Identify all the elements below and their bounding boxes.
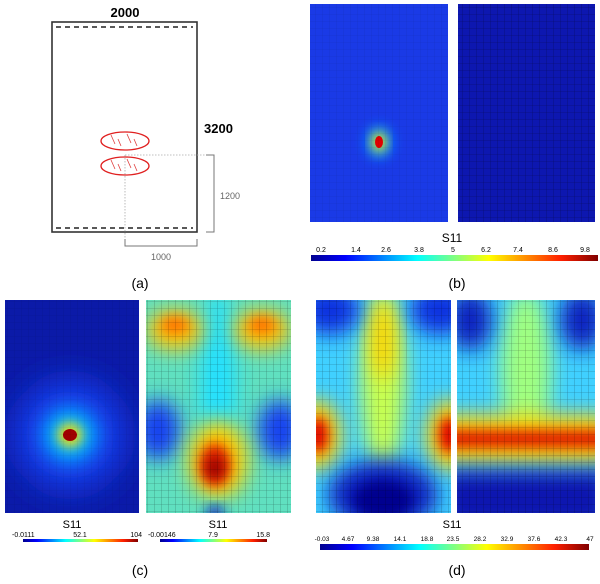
colorbar-b	[311, 255, 598, 261]
colorbar-b-tick: 7.4	[513, 247, 523, 254]
colorbar-b-tick: 3.8	[414, 247, 424, 254]
colorbar-b-tick: 2.6	[381, 247, 391, 254]
contour-c-right	[146, 300, 291, 513]
colorbar-d-tick: 4.67	[342, 536, 355, 543]
colorbar-d-ticks: -0.03 4.67 9.38 14.1 18.8 23.5 28.2 32.9…	[315, 536, 594, 543]
contour-b-right	[458, 4, 595, 222]
colorbar-b-tick: 1.4	[351, 247, 361, 254]
colorbar-c-right-title: S11	[209, 519, 228, 531]
colorbar-d-tick: 18.8	[421, 536, 434, 543]
colorbar-b-tick: 0.2	[316, 247, 326, 254]
panel-b-caption: (b)	[448, 275, 465, 291]
colorbar-d-tick: 47	[586, 536, 594, 543]
colorbar-b-tick: 6.2	[481, 247, 491, 254]
colorbar-b-title: S11	[442, 231, 463, 245]
colorbar-d-tick: 23.5	[447, 536, 460, 543]
colorbar-b-tick: 5	[451, 247, 455, 254]
colorbar-c-left-tick: 104	[130, 532, 142, 539]
colorbar-c-left-tick: -0.0111	[12, 532, 35, 539]
panel-a-caption: (a)	[131, 275, 148, 291]
panel-c-contours: S11 -0.0111 52.1 104 S11 -0.00146 7.9 15…	[5, 300, 291, 578]
colorbar-b-ticks: 0.2 1.4 2.6 3.8 5 6.2 7.4 8.6 9.8	[316, 247, 590, 254]
heat-source-upper	[100, 131, 150, 151]
colorbar-c-right-ticks: -0.00146 7.9 15.8	[148, 532, 270, 539]
colorbar-d-tick: 28.2	[474, 536, 487, 543]
colorbar-d-tick: 32.9	[501, 536, 514, 543]
heat-source-lower	[100, 156, 150, 176]
vertical-dimension-bracket	[206, 154, 215, 233]
panel-d-caption: (d)	[448, 562, 465, 578]
panel-b-contours: S11 0.2 1.4 2.6 3.8 5 6.2 7.4 8.6 9.8 (b…	[310, 4, 598, 291]
panel-a-diagram: 2000 3200 1200 1000 (a)	[51, 5, 240, 291]
colorbar-d-tick: -0.03	[315, 536, 330, 543]
colorbar-c-right	[160, 539, 267, 542]
width-label: 2000	[111, 5, 140, 20]
colorbar-c-left	[23, 539, 138, 542]
colorbar-d-title: S11	[443, 519, 462, 531]
colorbar-c-right-tick: 7.9	[208, 532, 218, 539]
contour-b-left	[310, 4, 448, 222]
panel-d-contours: S11 -0.03 4.67 9.38 14.1 18.8 23.5 28.2 …	[315, 300, 595, 578]
panel-c-caption: (c)	[132, 562, 148, 578]
contour-c-left	[5, 300, 139, 513]
horizontal-offset-label: 1000	[151, 252, 171, 262]
colorbar-b-tick: 8.6	[548, 247, 558, 254]
colorbar-c-left-ticks: -0.0111 52.1 104	[12, 532, 142, 539]
colorbar-d-tick: 42.3	[555, 536, 568, 543]
height-label: 3200	[204, 121, 233, 136]
horizontal-dimension-bracket	[124, 239, 198, 247]
contour-d-left	[316, 300, 451, 513]
vertical-offset-label: 1200	[220, 191, 240, 201]
colorbar-b-tick: 9.8	[580, 247, 590, 254]
colorbar-d	[320, 544, 589, 550]
colorbar-d-tick: 37.6	[528, 536, 541, 543]
contour-d-right	[457, 300, 595, 513]
colorbar-d-tick: 9.38	[367, 536, 380, 543]
colorbar-c-right-tick: -0.00146	[148, 532, 176, 539]
plate-outline	[51, 21, 198, 233]
colorbar-c-left-title: S11	[63, 519, 82, 531]
colorbar-d-tick: 14.1	[394, 536, 407, 543]
colorbar-c-left-tick: 52.1	[73, 532, 87, 539]
colorbar-c-right-tick: 15.8	[256, 532, 270, 539]
